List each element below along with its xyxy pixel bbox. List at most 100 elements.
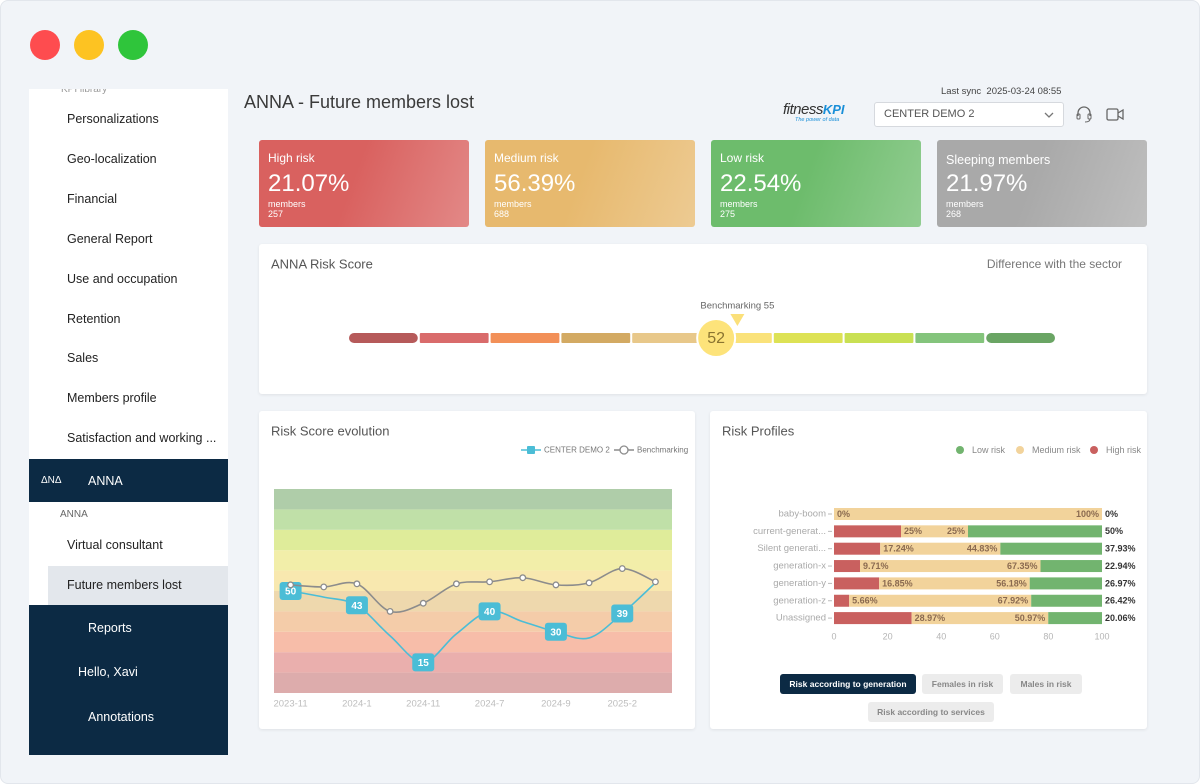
gauge-segment xyxy=(632,333,701,343)
video-icon[interactable] xyxy=(1106,108,1124,121)
minimize-button[interactable] xyxy=(74,30,104,60)
select-chevron xyxy=(1044,112,1054,118)
tab[interactable]: Females in risk xyxy=(922,674,1003,694)
kpi-card: Low risk 22.54% members 275 xyxy=(711,140,921,227)
nav-item[interactable]: Reports xyxy=(88,621,132,635)
legend-marker xyxy=(1016,446,1024,454)
kpi-count: 688 xyxy=(494,209,510,219)
kpi-count: 275 xyxy=(720,209,736,219)
nav-item[interactable]: Geo-localization xyxy=(67,151,157,166)
page-title: ANNA - Future members lost xyxy=(244,92,475,112)
x-tick-label: 80 xyxy=(1043,631,1053,641)
value-label: 26.97% xyxy=(1105,578,1136,588)
y-tick-label: current-generat... xyxy=(753,526,826,537)
tab-label: Males in risk xyxy=(1020,679,1071,689)
point-label: 30 xyxy=(550,627,562,638)
value-label: 67.92% xyxy=(998,596,1029,606)
point-label: 43 xyxy=(351,601,363,612)
bar-segment xyxy=(911,612,1049,625)
value-label: 9.71% xyxy=(863,561,889,571)
bar-segment xyxy=(1031,594,1102,607)
card-title: Risk Profiles xyxy=(722,423,795,438)
nav-item[interactable]: Personalizations xyxy=(67,112,159,126)
bar-segment xyxy=(879,577,1030,590)
tab-background xyxy=(922,674,1003,694)
maximize-button[interactable] xyxy=(118,30,148,60)
kpi-label: Medium risk xyxy=(494,151,559,165)
point-marker xyxy=(651,578,659,586)
bar-segment xyxy=(834,525,901,538)
kpi-label: Low risk xyxy=(720,151,765,165)
gauge-segment xyxy=(844,333,914,343)
x-tick-label: 2024-1 xyxy=(342,699,372,710)
point-marker xyxy=(452,580,460,588)
nav-item[interactable]: Virtual consultant xyxy=(67,538,163,552)
tab[interactable]: Risk according to services xyxy=(868,702,994,722)
y-tick-label: generation-y xyxy=(773,578,826,589)
nav-item[interactable]: Sales xyxy=(67,351,99,366)
point-marker xyxy=(552,581,560,589)
logo-tagline: The power of data xyxy=(795,117,840,123)
legend-marker xyxy=(619,445,629,455)
score-marker xyxy=(696,318,737,358)
nav-item[interactable]: Annotations xyxy=(88,710,155,724)
value-label: 17.24% xyxy=(883,544,914,554)
benchmark-marker xyxy=(730,314,745,326)
section-label: KPI library xyxy=(61,89,108,95)
value-label: 50.97% xyxy=(1015,613,1046,623)
sidebar: KPI library Personalizations Geo-localizat… xyxy=(29,89,228,755)
close-button[interactable] xyxy=(30,30,60,60)
nav-item[interactable]: Financial xyxy=(67,191,118,206)
center-select[interactable]: CENTER DEMO 2 xyxy=(874,102,1064,127)
x-tick-label: 40 xyxy=(936,631,946,641)
benchmark-label: Benchmarking 55 xyxy=(700,301,774,312)
legend-label: High risk xyxy=(1106,445,1142,455)
point-marker xyxy=(287,581,295,589)
nav-item[interactable]: Retention xyxy=(67,311,121,326)
support-icon[interactable] xyxy=(1076,106,1092,123)
gauge-segment xyxy=(915,333,985,343)
point-marker xyxy=(320,583,328,591)
last-sync: Last sync 2025-03-24 08:55 xyxy=(941,86,1061,97)
risk-band xyxy=(274,529,672,551)
point-marker xyxy=(486,578,494,586)
anna-menu[interactable]: ΔNΔ ANNA xyxy=(29,459,228,502)
x-tick-label: 2024-11 xyxy=(406,699,440,710)
tab[interactable]: Risk according to generation xyxy=(780,674,916,694)
score-value: 52 xyxy=(707,330,725,347)
gauge-segment xyxy=(986,333,1055,343)
bar-segment xyxy=(968,525,1102,538)
x-tick-label: 2024-7 xyxy=(475,699,505,710)
value-label: 67.35% xyxy=(1007,561,1038,571)
nav-item[interactable]: Use and occupation xyxy=(67,271,178,286)
kpi-card: High risk 21.07% members 257 xyxy=(259,140,469,227)
nav-item[interactable]: Hello, Xavi xyxy=(78,665,138,679)
anna-group-label: ANNA xyxy=(60,509,88,520)
y-tick-label: generation-x xyxy=(773,561,826,572)
kpi-value: 21.07% xyxy=(268,170,350,197)
gauge-segment xyxy=(561,333,631,343)
bar-segment xyxy=(834,542,881,555)
legend-label: Medium risk xyxy=(1032,445,1081,455)
nav-item[interactable]: General Report xyxy=(67,231,153,246)
point-marker xyxy=(345,596,368,615)
last-sync-time: 2025-03-24 08:55 xyxy=(986,86,1062,97)
nav-item[interactable]: Future members lost xyxy=(67,578,182,592)
nav-item[interactable]: Satisfaction and working ... xyxy=(67,431,217,446)
legend-label: CENTER DEMO 2 xyxy=(544,446,610,455)
nav-item[interactable]: Members profile xyxy=(67,391,157,406)
point-marker xyxy=(611,604,634,623)
risk-band xyxy=(274,631,672,653)
card-subtitle: Difference with the sector xyxy=(987,257,1122,271)
kpi-unit: members xyxy=(946,199,984,209)
legend-marker xyxy=(1090,446,1098,454)
kpi-unit: members xyxy=(268,199,306,209)
point-marker xyxy=(585,579,593,587)
tab[interactable]: Males in risk xyxy=(1010,674,1082,694)
x-tick-label: 2023-11 xyxy=(273,699,307,710)
last-sync-label: Last sync xyxy=(941,86,982,97)
kpi-value: 56.39% xyxy=(494,170,576,197)
point-marker xyxy=(519,574,527,582)
